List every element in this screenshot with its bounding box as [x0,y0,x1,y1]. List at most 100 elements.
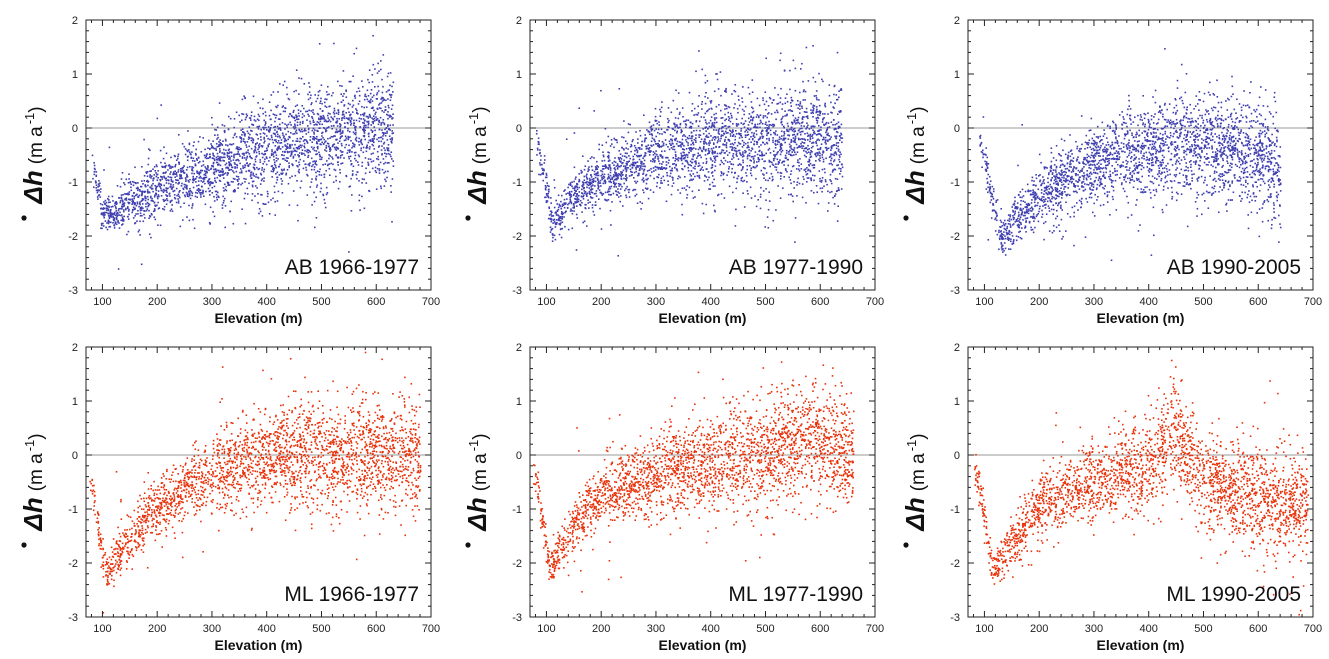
data-point [574,202,577,204]
data-point [830,182,833,185]
data-point [351,194,353,196]
data-point [628,188,631,191]
data-point [724,119,726,122]
data-point [706,143,708,145]
data-point [720,174,722,177]
data-point [177,198,179,200]
data-point [650,125,653,127]
data-point [358,137,360,140]
data-point [209,194,211,196]
data-point [669,172,672,175]
data-point [756,153,759,156]
data-point [294,154,296,156]
data-point [274,145,277,147]
data-point [378,102,381,105]
data-point [566,206,569,209]
data-point [327,143,330,145]
data-point [120,219,122,222]
data-point [686,185,688,187]
data-point [626,163,628,165]
data-point [593,214,596,216]
data-point [723,140,726,143]
data-point [807,177,810,179]
data-point [103,211,106,214]
data-point [119,200,122,202]
data-point [696,175,699,177]
data-point [387,114,389,117]
data-point [318,140,320,142]
data-point [674,129,676,132]
data-point [625,178,628,181]
data-point [299,158,301,161]
data-point [813,125,816,128]
data-point [305,133,308,135]
data-point [774,143,776,145]
data-point [812,174,814,177]
data-point [358,100,361,103]
data-point [371,74,374,76]
data-point [684,120,687,122]
data-point [286,146,289,148]
data-point [238,178,240,180]
data-point [833,159,836,161]
data-point [640,148,643,150]
data-point [303,139,306,141]
data-point [759,136,762,138]
data-point [754,124,756,126]
data-point [810,179,813,182]
scatter-points [535,45,844,257]
data-point [381,97,383,100]
data-point [233,171,235,174]
data-point [355,119,358,122]
data-point [279,142,281,144]
data-point [625,170,628,173]
data-point [128,213,130,216]
data-point [816,191,818,193]
data-point [710,107,713,110]
data-point [772,219,775,222]
data-point [601,194,604,196]
data-point [262,107,264,110]
data-point [265,126,267,129]
data-point [181,167,184,169]
data-point [674,160,676,162]
data-point [245,144,247,146]
data-point [114,222,117,225]
data-point [740,179,743,182]
data-point [355,173,358,176]
data-point [284,145,287,147]
data-point [115,210,118,212]
data-point [189,188,191,190]
data-point [804,99,806,101]
data-point [238,182,240,185]
data-point [387,144,390,146]
data-point [706,80,709,82]
data-point [286,160,288,162]
data-point [303,83,306,85]
data-point [302,160,305,162]
data-point [277,133,279,136]
data-point [282,136,285,139]
data-point [645,137,648,140]
data-point [681,168,683,170]
data-point [273,167,275,170]
data-point [626,152,628,155]
data-point [699,154,701,157]
data-point [743,126,746,128]
data-point [590,191,593,193]
data-point [385,155,387,158]
data-point [313,138,315,141]
data-point [226,174,229,176]
data-point [777,151,779,153]
data-point [167,164,170,167]
data-point [711,122,714,124]
data-point [762,167,765,169]
data-point [352,99,354,102]
data-point [277,91,279,93]
data-point [797,137,800,140]
data-point [797,103,800,106]
data-point [821,156,824,159]
data-point [222,202,225,204]
data-point [597,171,599,173]
data-point [653,129,656,132]
